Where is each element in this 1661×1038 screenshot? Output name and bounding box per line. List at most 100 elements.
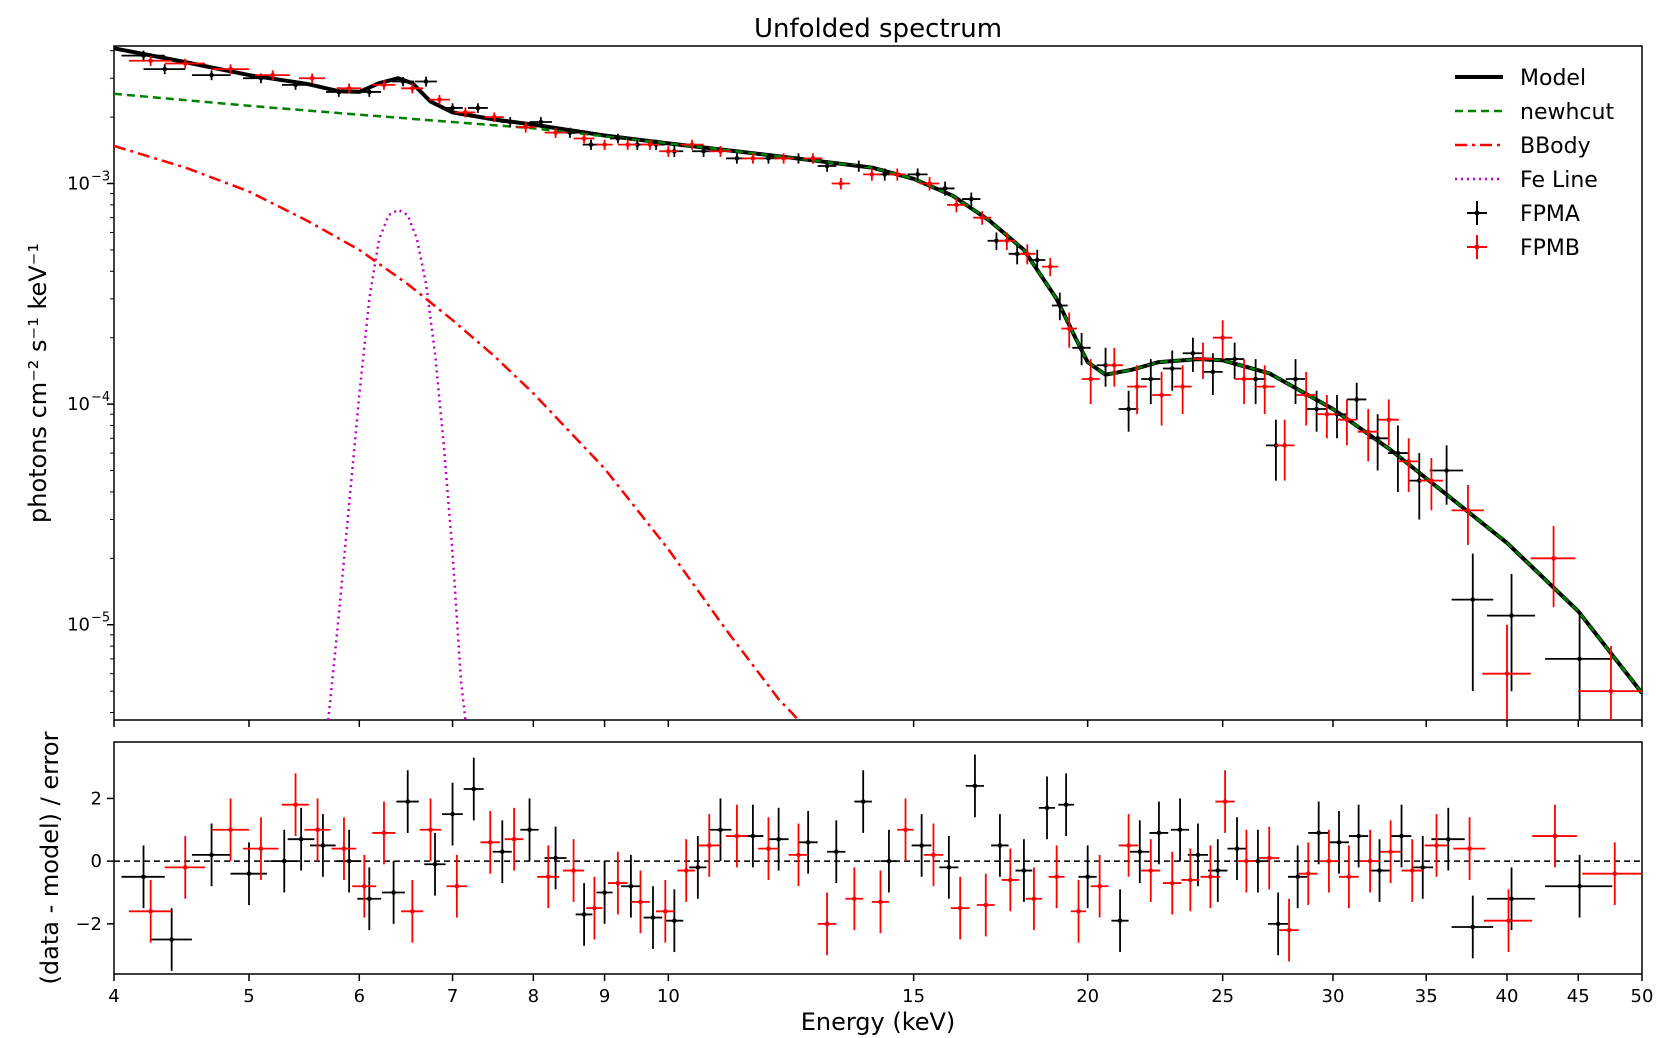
residual-fpma-6 <box>309 814 336 877</box>
point-fpmb-46 <box>1357 409 1379 462</box>
residual-fpma-19 <box>621 854 641 918</box>
residual-fpma-12 <box>442 782 463 846</box>
residual-fpmb-33 <box>1025 867 1043 931</box>
xtick-label-2: 6 <box>354 986 365 1007</box>
point-fpma-36 <box>1141 359 1161 405</box>
xtick-label-14: 50 <box>1631 986 1654 1007</box>
point-fpmb-13 <box>573 133 595 144</box>
residual-fpmb-22 <box>725 804 748 868</box>
residual-fpmb-30 <box>950 876 970 940</box>
point-fpmb-53 <box>1578 646 1642 720</box>
point-fpmb-38 <box>1192 342 1213 379</box>
point-fpmb-3 <box>255 70 290 81</box>
residual-fpmb-36 <box>1090 854 1109 918</box>
residual-fpmb-12 <box>480 810 500 874</box>
residual-fpmb-49 <box>1359 829 1381 893</box>
point-fpma-6 <box>357 87 382 97</box>
top-ytick-label-2: 10 <box>67 615 90 636</box>
point-fpma-48 <box>1387 425 1408 492</box>
point-fpma-7 <box>391 76 415 87</box>
residual-fpmb-42 <box>1215 770 1235 833</box>
point-fpmb-30 <box>1018 244 1036 265</box>
residual-fpma-23 <box>709 798 732 862</box>
top-ytick-exp-2: −5 <box>91 611 110 626</box>
residual-fpma-57 <box>1545 854 1613 918</box>
residual-fpma-51 <box>1369 839 1390 902</box>
point-fpmb-25 <box>888 168 906 181</box>
residual-fpma-35 <box>1038 776 1056 840</box>
residual-fpmb-25 <box>817 892 837 956</box>
point-fpmb-14 <box>596 139 613 150</box>
bottom-y-ticks: −2 0 2 <box>75 788 114 935</box>
point-fpma-40 <box>1225 342 1245 379</box>
top-y-axis-label: photons cm⁻² s⁻¹ keV⁻¹ <box>24 243 52 523</box>
point-fpmb-36 <box>1152 371 1171 426</box>
residual-fpma-34 <box>1015 839 1033 902</box>
curve-fe-line <box>327 208 467 720</box>
residual-fpma-41 <box>1170 798 1190 862</box>
point-fpmb-22 <box>803 153 823 164</box>
xtick-label-4: 8 <box>528 986 539 1007</box>
residual-fpmb-34 <box>1048 845 1065 909</box>
point-fpma-27 <box>935 181 955 196</box>
residual-fpmb-19 <box>656 879 675 943</box>
residual-fpma-8 <box>357 867 382 931</box>
residual-fpmb-8 <box>372 801 396 865</box>
residual-fpmb-38 <box>1141 839 1161 902</box>
residual-fpmb-28 <box>897 798 914 862</box>
point-fpmb-35 <box>1127 365 1147 415</box>
point-fpma-26 <box>907 168 928 181</box>
residual-fpmb-56 <box>1582 842 1642 906</box>
point-fpmb-4 <box>298 73 326 84</box>
residual-fpma-11 <box>424 832 446 896</box>
point-fpmb-44 <box>1316 394 1337 439</box>
point-fpma-44 <box>1306 390 1327 432</box>
point-fpmb-28 <box>973 211 992 225</box>
point-fpmb-11 <box>516 122 535 133</box>
bottom-ytick-label-0: −2 <box>75 914 102 935</box>
xtick-label-3: 7 <box>447 986 458 1007</box>
residual-fpmb-14 <box>537 845 560 909</box>
point-fpma-38 <box>1182 337 1203 372</box>
legend-label-5: FPMB <box>1520 236 1580 261</box>
bottom-y-axis-label: (data - model) / error <box>36 731 64 984</box>
residual-fpma-49 <box>1328 810 1349 874</box>
residual-fpmb-53 <box>1453 817 1486 880</box>
point-fpmb-21 <box>773 153 794 164</box>
point-fpmb-31 <box>1042 257 1059 277</box>
point-fpmb-50 <box>1451 484 1484 545</box>
residual-fpma-10 <box>396 770 419 833</box>
xtick-label-7: 15 <box>902 986 925 1007</box>
point-fpmb-19 <box>709 145 732 157</box>
residual-fpmb-47 <box>1318 829 1339 893</box>
point-fpmb-17 <box>659 145 678 157</box>
residual-fpma-0 <box>121 845 165 909</box>
point-fpma-4 <box>281 80 309 90</box>
residual-fpmb-27 <box>871 870 889 934</box>
xtick-label-0: 4 <box>108 986 119 1007</box>
point-fpma-32 <box>1051 292 1068 321</box>
point-fpmb-9 <box>455 107 476 118</box>
legend-item-bbody: BBody <box>1455 134 1591 159</box>
legend-item-fpmb: FPMB <box>1467 235 1580 261</box>
residual-fpma-9 <box>382 861 405 924</box>
residual-fpma-56 <box>1487 867 1536 931</box>
point-fpma-50 <box>1429 445 1464 505</box>
legend: Model newhcut BBody Fe Line FPMA FPMB <box>1455 66 1614 261</box>
residual-fpmb-23 <box>758 817 779 880</box>
point-fpmb-51 <box>1482 624 1531 720</box>
residual-fpma-5 <box>287 807 315 871</box>
point-fpmb-37 <box>1173 365 1192 415</box>
residual-fpma-40 <box>1149 801 1169 865</box>
point-fpmb-7 <box>401 83 424 94</box>
residual-fpma-31 <box>939 836 959 899</box>
residual-fpma-13 <box>463 757 484 821</box>
residual-fpmb-6 <box>331 817 357 880</box>
point-fpma-23 <box>817 160 837 172</box>
point-fpma-9 <box>442 103 463 113</box>
residual-fpma-39 <box>1130 820 1150 884</box>
point-fpma-31 <box>1028 249 1046 272</box>
residual-fpmb-45 <box>1279 898 1299 962</box>
residual-fpma-15 <box>520 798 539 862</box>
point-fpmb-20 <box>742 153 764 164</box>
